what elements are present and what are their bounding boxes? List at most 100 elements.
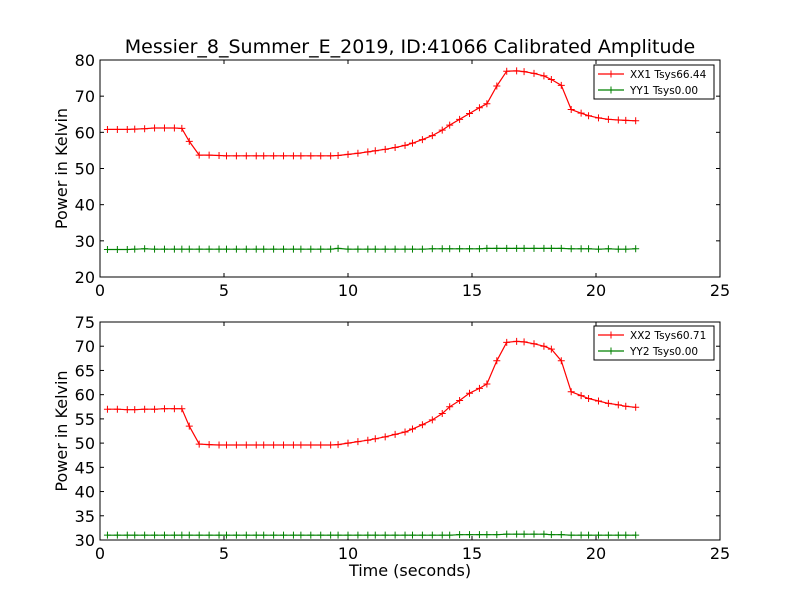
bottom-data-point	[131, 406, 139, 414]
top-data-point	[215, 151, 223, 159]
bottom-data-point	[513, 337, 521, 345]
top-axes-frame	[99, 59, 721, 278]
top-data-point	[520, 244, 528, 252]
bottom-data-point	[364, 531, 372, 539]
bottom-y-tick-label: 70	[75, 337, 95, 356]
bottom-data-point	[297, 441, 305, 449]
top-data-point	[446, 245, 454, 253]
top-legend-entry: XX1 Tsys66.44	[630, 69, 707, 81]
top-legend-marker	[607, 86, 615, 94]
bottom-data-point	[622, 531, 630, 539]
bottom-data-point	[170, 405, 178, 413]
top-data-point	[614, 116, 622, 124]
bottom-data-point	[418, 531, 426, 539]
top-data-point	[252, 152, 260, 160]
bottom-data-point	[520, 338, 528, 346]
top-data-point	[503, 244, 511, 252]
bottom-y-axis-label: Power in Kelvin	[52, 370, 71, 491]
bottom-data-point	[252, 531, 260, 539]
top-data-point	[456, 115, 464, 123]
bottom-data-point	[585, 395, 593, 403]
top-data-point	[408, 245, 416, 253]
top-data-point	[428, 132, 436, 140]
bottom-data-point	[483, 380, 491, 388]
bottom-data-point	[577, 531, 585, 539]
top-data-point	[594, 245, 602, 253]
top-data-point	[594, 114, 602, 122]
bottom-data-point	[547, 345, 555, 353]
top-data-point	[195, 245, 203, 253]
bottom-data-point	[334, 531, 342, 539]
bottom-data-point	[401, 531, 409, 539]
bottom-y-tick-label: 35	[75, 507, 95, 526]
top-data-point	[170, 245, 178, 253]
x-axis-label: Time (seconds)	[348, 561, 471, 580]
bottom-data-point	[475, 384, 483, 392]
top-data-point	[222, 152, 230, 160]
top-data-point	[113, 246, 121, 254]
bottom-data-point	[232, 531, 240, 539]
bottom-data-point	[503, 338, 511, 346]
bottom-data-point	[446, 403, 454, 411]
bottom-data-point	[170, 531, 178, 539]
bottom-data-point	[483, 531, 491, 539]
top-data-point	[401, 245, 409, 253]
bottom-data-point	[141, 531, 149, 539]
top-data-point	[205, 245, 213, 253]
top-data-point	[344, 245, 352, 253]
top-data-point	[334, 151, 342, 159]
bottom-data-point	[401, 428, 409, 436]
top-data-point	[327, 152, 335, 160]
bottom-data-point	[446, 531, 454, 539]
top-panel: 0 5 10 15 20 25 20 30 40 50 60 70 80 Power in Kelvin…	[52, 51, 730, 300]
bottom-y-tick-label: 55	[75, 410, 95, 429]
top-data-point	[557, 244, 565, 252]
bottom-data-point	[614, 531, 622, 539]
top-legend-box	[593, 64, 715, 100]
top-data-point	[151, 124, 159, 132]
top-x-tick-label: 0	[95, 281, 105, 300]
top-data-point	[364, 245, 372, 253]
top-data-point	[289, 152, 297, 160]
top-data-point	[622, 116, 630, 124]
top-y-tick-label: 70	[75, 87, 95, 106]
top-data-point	[540, 244, 548, 252]
top-y-tick-label: 20	[75, 268, 95, 287]
top-data-point	[113, 125, 121, 133]
bottom-data-point	[520, 530, 528, 538]
bottom-data-point	[160, 531, 168, 539]
bottom-data-point	[195, 531, 203, 539]
bottom-data-point	[408, 425, 416, 433]
top-data-point	[493, 244, 501, 252]
top-data-point	[280, 152, 288, 160]
bottom-data-point	[103, 531, 111, 539]
bottom-data-point	[151, 405, 159, 413]
bottom-x-tick-label: 15	[462, 544, 482, 563]
bottom-data-point	[466, 389, 474, 397]
bottom-data-point	[113, 531, 121, 539]
top-x-tick-label: 25	[710, 281, 730, 300]
top-data-point	[466, 245, 474, 253]
bottom-data-point	[577, 392, 585, 400]
bottom-data-point	[540, 342, 548, 350]
top-data-point	[103, 125, 111, 133]
bottom-data-point	[557, 531, 565, 539]
top-y-tick-label: 60	[75, 123, 95, 142]
bottom-data-point	[195, 440, 203, 448]
bottom-x-tick-label: 10	[338, 544, 358, 563]
bottom-legend-box	[593, 325, 715, 361]
top-data-point	[131, 245, 139, 253]
bottom-series-layer	[103, 337, 640, 539]
bottom-y-tick-label: 60	[75, 386, 95, 405]
bottom-legend-marker	[607, 331, 615, 339]
bottom-panel: 0 5 10 15 20 25 30 35 40 45 50 55 60 65 70 75 Power in …	[52, 313, 730, 563]
bottom-data-point	[381, 531, 389, 539]
bottom-data-point	[344, 439, 352, 447]
top-data-point	[297, 152, 305, 160]
bottom-legend-entry: XX2 Tsys60.71	[630, 330, 706, 342]
top-data-point	[381, 245, 389, 253]
bottom-data-point	[131, 531, 139, 539]
bottom-y-tick-label: 40	[75, 483, 95, 502]
top-data-point	[307, 152, 315, 160]
